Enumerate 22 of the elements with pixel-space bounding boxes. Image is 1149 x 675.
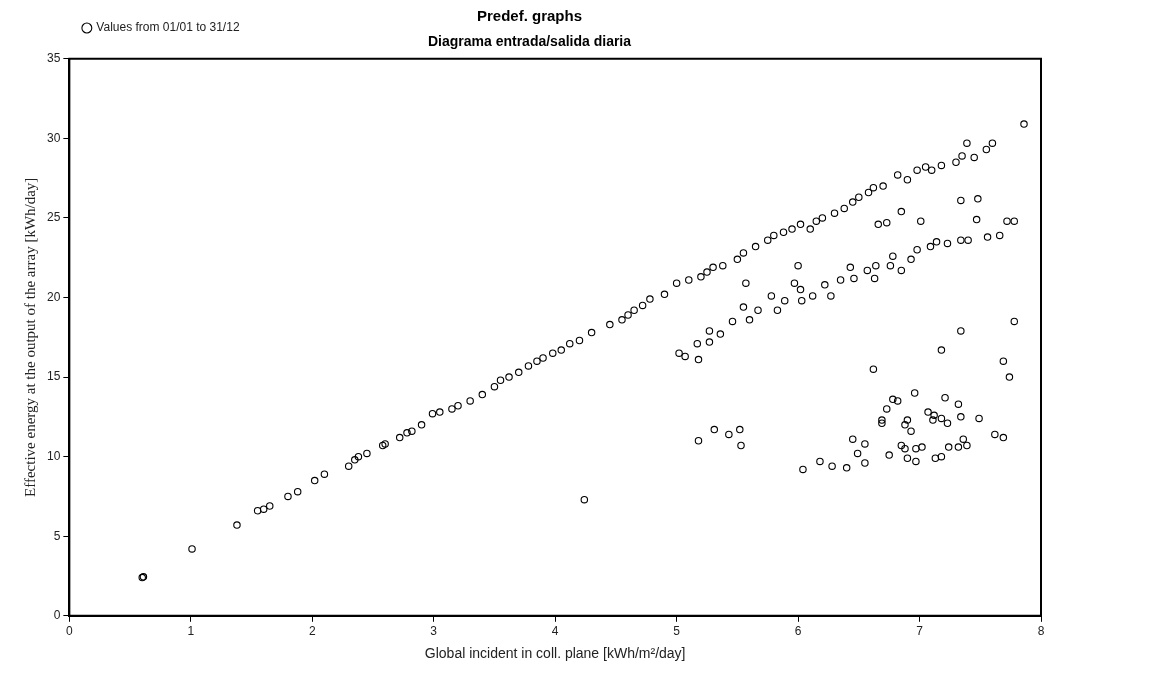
- y-tick-label: 10: [46, 448, 61, 463]
- y-tick-label: 25: [46, 210, 61, 225]
- y-tick-label: 0: [53, 608, 61, 623]
- y-tick-label: 5: [53, 528, 61, 543]
- y-tick-label: 35: [46, 51, 61, 66]
- x-tick-label: 1: [187, 624, 195, 639]
- x-tick-label: 2: [308, 624, 316, 639]
- x-tick-label: 6: [794, 624, 802, 639]
- chart-title: Predef. graphs: [476, 7, 583, 25]
- y-tick-label: 20: [46, 289, 61, 304]
- chart-subtitle: Diagrama entrada/salida diaria: [427, 33, 632, 50]
- x-tick-label: 5: [673, 624, 681, 639]
- x-tick-label: 3: [430, 624, 438, 639]
- y-tick-label: 30: [46, 130, 61, 145]
- y-tick-label: 15: [46, 369, 61, 384]
- x-axis-title: Global incident in coll. plane [kWh/m²/day]: [424, 645, 686, 662]
- legend-label: Values from 01/01 to 31/12: [96, 20, 240, 35]
- x-tick-label: 8: [1037, 624, 1045, 639]
- x-tick-label: 4: [551, 624, 559, 639]
- y-axis-title: Effective energy at the output of the array [kWh/day]: [21, 177, 38, 497]
- x-tick-label: 7: [916, 624, 924, 639]
- x-tick-label: 0: [66, 624, 73, 639]
